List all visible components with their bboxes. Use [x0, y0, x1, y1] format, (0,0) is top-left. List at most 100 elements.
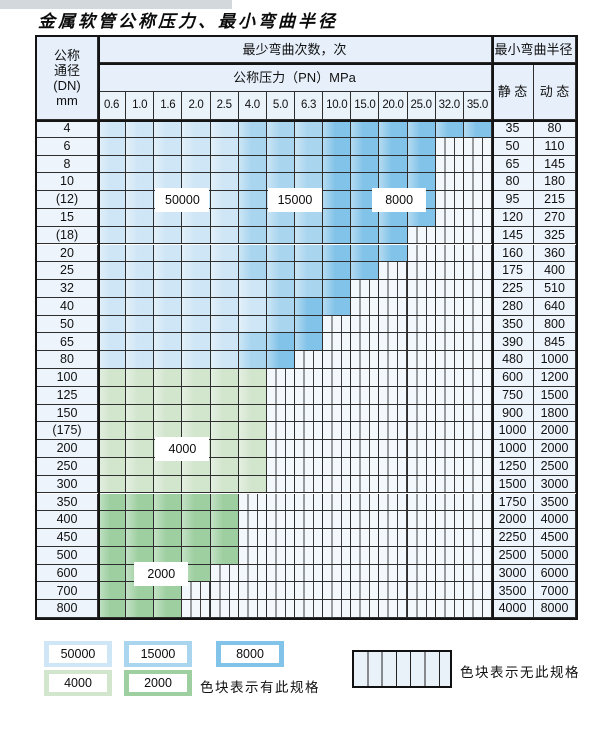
no-spec-cell — [407, 333, 436, 352]
dynamic-value-cell: 3500 — [534, 493, 576, 512]
no-spec-cell — [435, 582, 464, 601]
dynamic-value-cell: 400 — [534, 262, 576, 281]
spec-cell — [210, 226, 239, 245]
spec-cell — [182, 404, 211, 423]
static-value-cell: 480 — [492, 351, 534, 369]
static-value-cell: 1750 — [492, 493, 534, 512]
spec-cell — [435, 120, 464, 138]
no-spec-cell — [407, 244, 436, 263]
spec-cell — [238, 137, 267, 156]
spec-cell — [266, 315, 295, 334]
spec-cell — [266, 244, 295, 263]
legend-swatch-label: 4000 — [49, 674, 107, 692]
spec-cell — [323, 137, 352, 156]
dn-cell: (12) — [37, 191, 98, 209]
spec-cell — [154, 333, 183, 352]
spec-cell — [154, 137, 183, 156]
no-spec-cell — [379, 297, 408, 316]
spec-cell — [126, 404, 155, 423]
static-header: 静 态 — [492, 63, 534, 120]
static-value-cell: 145 — [492, 226, 534, 245]
spec-cell — [98, 333, 127, 352]
static-value-cell: 4000 — [492, 600, 534, 618]
pressure-tick: 15.0 — [351, 92, 380, 120]
dynamic-value-cell: 325 — [534, 226, 576, 245]
spec-cell — [295, 155, 324, 174]
pressure-tick: 2.0 — [182, 92, 211, 120]
dynamic-value-cell: 7000 — [534, 582, 576, 601]
spec-cell — [351, 208, 380, 227]
no-spec-cell — [463, 386, 492, 405]
spec-cell — [98, 226, 127, 245]
spec-cell — [210, 262, 239, 281]
spec-cell — [98, 493, 127, 512]
no-spec-cell — [238, 564, 267, 583]
no-spec-cell — [463, 511, 492, 530]
spec-cell — [98, 315, 127, 334]
no-spec-cell — [463, 244, 492, 263]
spec-cell — [323, 226, 352, 245]
pressure-tick: 6.3 — [295, 92, 324, 120]
dn-header-line: mm — [56, 93, 78, 108]
no-spec-cell — [463, 191, 492, 209]
spec-cell — [266, 120, 295, 138]
no-spec-cell — [379, 511, 408, 530]
spec-cell — [154, 262, 183, 281]
spec-cell — [182, 244, 211, 263]
no-spec-cell — [210, 564, 239, 583]
spec-cell — [210, 120, 239, 138]
dn-cell: 25 — [37, 262, 98, 281]
no-spec-cell — [323, 600, 352, 618]
no-spec-cell — [435, 386, 464, 405]
dynamic-value-cell: 270 — [534, 208, 576, 227]
no-spec-cell — [435, 422, 464, 441]
no-spec-cell — [323, 333, 352, 352]
no-spec-cell — [351, 564, 380, 583]
no-spec-cell — [351, 475, 380, 494]
spec-cell — [182, 493, 211, 512]
spec-cell — [98, 386, 127, 405]
spec-cell — [238, 226, 267, 245]
spec-cell — [182, 280, 211, 298]
spec-cell — [154, 404, 183, 423]
no-spec-cell — [351, 315, 380, 334]
spec-cell — [266, 262, 295, 281]
spec-cell — [463, 120, 492, 138]
spec-cell — [210, 511, 239, 530]
no-spec-cell — [435, 600, 464, 618]
no-spec-cell — [379, 351, 408, 369]
spec-cell — [295, 333, 324, 352]
spec-cell — [295, 137, 324, 156]
spec-cell — [98, 457, 127, 476]
spec-cell — [154, 386, 183, 405]
spec-cell — [238, 315, 267, 334]
spec-cell — [351, 173, 380, 192]
spec-cell — [126, 315, 155, 334]
no-spec-cell — [266, 422, 295, 441]
bend-count-flag: 50000 — [155, 188, 210, 213]
no-spec-cell — [323, 493, 352, 512]
spec-cell — [210, 457, 239, 476]
spec-cell — [182, 173, 211, 192]
spec-cell — [210, 155, 239, 174]
no-spec-cell — [323, 457, 352, 476]
no-spec-cell — [295, 422, 324, 441]
no-spec-cell — [266, 529, 295, 547]
spec-cell — [238, 422, 267, 441]
spec-cell — [98, 546, 127, 565]
no-spec-cell — [435, 404, 464, 423]
dn-cell: 50 — [37, 315, 98, 334]
spec-cell — [126, 297, 155, 316]
spec-cell — [266, 208, 295, 227]
no-spec-cell — [210, 582, 239, 601]
dn-cell: 800 — [37, 600, 98, 618]
no-spec-cell — [210, 600, 239, 618]
static-value-cell: 1250 — [492, 457, 534, 476]
no-spec-cell — [323, 404, 352, 423]
pressure-tick: 10.0 — [323, 92, 352, 120]
spec-cell — [407, 120, 436, 138]
static-value-cell: 225 — [492, 280, 534, 298]
no-spec-cell — [266, 404, 295, 423]
static-value-cell: 900 — [492, 404, 534, 423]
no-spec-cell — [323, 351, 352, 369]
